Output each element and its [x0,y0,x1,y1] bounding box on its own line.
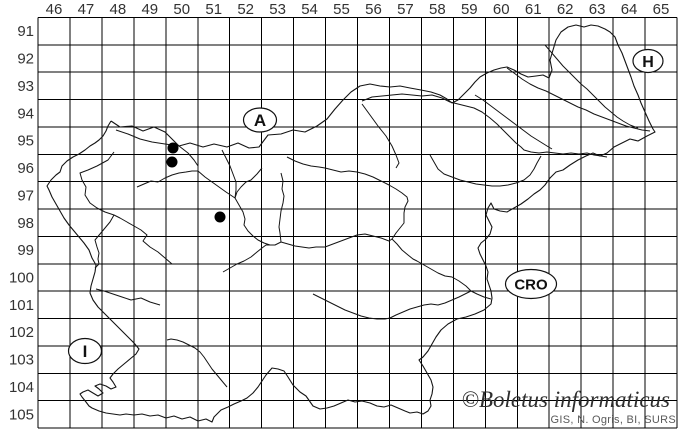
col-label: 47 [78,1,95,18]
river-vipava [95,288,161,306]
country-label-text-croatia: CRO [514,276,548,293]
river-trziska [221,149,237,199]
country-label-ellipse-hungary [632,48,664,74]
col-label: 51 [205,1,222,18]
attribution-text: GIS, N. Ogris, BI, SURS [550,414,676,426]
col-label: 62 [557,1,574,18]
river-krka [312,290,472,320]
row-label: 103 [9,352,34,369]
col-label: 52 [237,1,254,18]
row-label: 93 [17,78,34,95]
row-label: 98 [17,215,34,232]
country-label-text-austria: A [254,111,266,130]
row-label: 96 [17,160,34,177]
col-label: 55 [333,1,350,18]
row-label: 97 [17,187,34,204]
col-label: 46 [46,1,63,18]
row-label: 104 [9,379,34,396]
river-sava [115,129,492,300]
col-label: 61 [525,1,542,18]
col-label: 56 [365,1,382,18]
row-label: 100 [9,269,34,286]
country-label-text-italy: I [83,342,88,361]
col-label: 60 [493,1,510,18]
river-mura [506,67,651,132]
col-label: 63 [589,1,606,18]
row-label: 95 [17,133,34,150]
river-soca [79,151,115,269]
copyright-text: ©Boletus informaticus [461,387,671,412]
col-label: 65 [653,1,670,18]
river-ljubljanica [222,244,270,273]
occurrence-dot [214,211,226,223]
river-drava [361,93,608,158]
river-dravinja [429,154,542,187]
country-label-ellipse-croatia [504,268,558,300]
row-label: 105 [9,406,34,423]
occurrence-dot [167,142,179,154]
col-label: 50 [173,1,190,18]
river-bohinjka [136,170,198,188]
row-label: 99 [17,242,34,259]
row-label: 101 [9,297,34,314]
col-label: 59 [461,1,478,18]
row-label: 92 [17,51,34,68]
col-label: 48 [110,1,127,18]
country-label-ellipse-austria [242,107,278,133]
col-label: 53 [269,1,286,18]
river-reka [166,338,228,388]
river-savinja [286,156,409,240]
col-label: 49 [141,1,158,18]
occurrence-dot [166,156,178,168]
river-ledava [544,44,639,129]
river-mislinja [361,103,400,169]
col-label: 54 [301,1,318,18]
row-label: 91 [17,23,34,40]
river-pesnica [474,94,553,150]
river-kamniska [278,172,285,243]
col-label: 64 [621,1,638,18]
river-kokra [234,167,263,199]
row-label: 94 [17,105,34,122]
country-label-ellipse-italy [67,337,103,365]
country-border-outline [46,24,656,423]
col-label: 58 [429,1,446,18]
country-label-text-hungary: H [642,54,654,71]
row-label: 102 [9,324,34,341]
river-idrijca [113,214,173,265]
col-label: 57 [397,1,414,18]
